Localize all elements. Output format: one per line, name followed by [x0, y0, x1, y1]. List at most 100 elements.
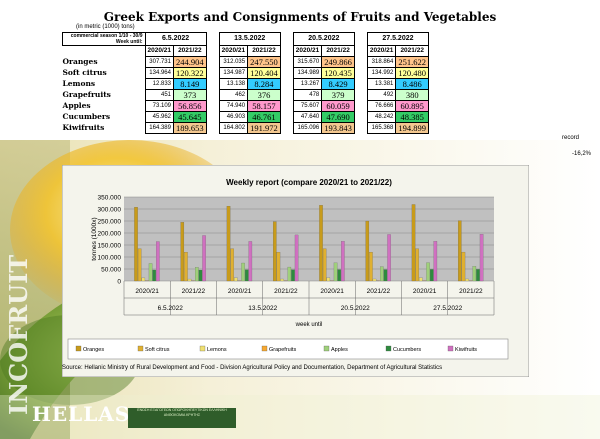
- bar-oranges: [180, 222, 185, 282]
- bar-kiwifruits: [294, 234, 299, 282]
- cell-2020-21: 13.138: [218, 78, 249, 90]
- row-label: Kiwifruits: [62, 123, 105, 132]
- bar-kiwifruits: [202, 235, 206, 282]
- bar-apples: [148, 263, 153, 282]
- bar-soft-citrus: [276, 252, 281, 282]
- week-header: 27.5.2022: [366, 32, 430, 46]
- cell-2021-22: 380: [395, 89, 429, 101]
- cell-2020-21: 46.903: [218, 111, 249, 123]
- cell-2020-21: 74.940: [218, 100, 249, 112]
- cell-2020-21: 134.987: [218, 67, 249, 79]
- bar-apples: [472, 266, 477, 282]
- cell-2021-22: 60.059: [321, 100, 355, 112]
- table-row: Apples 73.109 56.856 74.940 58.157 75.607 60.0…: [62, 100, 429, 112]
- x-tick-label: 2020/21: [228, 288, 252, 295]
- season-header: commercial season 1/10 - 30/9 Week until…: [62, 32, 146, 46]
- cell-2020-21: 134.992: [366, 67, 397, 79]
- bar-cucumbers: [198, 269, 203, 282]
- year-header: 2020/21: [366, 45, 397, 57]
- y-tick-label: 100.000: [98, 255, 122, 262]
- bar-oranges: [134, 207, 138, 282]
- bar-cucumbers: [244, 269, 249, 282]
- year-header: 2020/21: [144, 45, 174, 57]
- cell-2020-21: 307.731: [144, 56, 174, 68]
- legend-label: Apples: [331, 347, 348, 353]
- cell-2021-22: 379: [321, 89, 355, 101]
- row-label: Apples: [62, 101, 91, 110]
- bar-soft-citrus: [184, 252, 188, 282]
- cell-2021-22: 251.622: [395, 56, 429, 68]
- cell-2021-22: 48.385: [395, 111, 429, 123]
- legend-label: Oranges: [83, 347, 104, 353]
- season-label: commercial season 1/10 - 30/9: [70, 33, 143, 39]
- chart-svg: Weekly report (compare 2020/21 to 2021/2…: [61, 164, 530, 378]
- cell-2021-22: 189.653: [173, 122, 207, 134]
- bar-lemons: [280, 278, 284, 282]
- cell-2021-22: 60.895: [395, 100, 429, 112]
- cell-2021-22: 249.866: [321, 56, 355, 68]
- bar-soft-citrus: [461, 251, 466, 282]
- x-axis-label: week until: [295, 322, 323, 328]
- table-row: Grapefruits 451 373 462 376 478 379 492 380: [62, 89, 429, 101]
- bar-cucumbers: [291, 269, 295, 282]
- year-header: 2020/21: [218, 45, 249, 57]
- record-note: record: [562, 135, 580, 141]
- bar-lemons: [234, 277, 238, 282]
- cell-2020-21: 312.035: [218, 56, 249, 68]
- bar-soft-citrus: [322, 248, 327, 282]
- unit-note: (in metric (1000) tons): [76, 24, 135, 30]
- bar-cucumbers: [476, 269, 480, 282]
- bar-lemons: [465, 278, 469, 282]
- bar-lemons: [372, 278, 377, 282]
- bar-apples: [380, 266, 384, 282]
- legend-label: Cucumbers: [393, 347, 421, 353]
- bar-apples: [426, 262, 430, 282]
- x-group-label: 6.5.2022: [158, 305, 184, 312]
- bar-apples: [333, 262, 338, 282]
- cell-2021-22: 8.429: [321, 78, 355, 90]
- cell-2020-21: 73.109: [144, 100, 174, 112]
- bar-oranges: [273, 221, 277, 282]
- brand-vertical-text: INCOFRUIT: [4, 255, 33, 415]
- y-axis-label: tonnes (1000x): [91, 217, 98, 260]
- cell-2020-21: 48.242: [366, 111, 397, 123]
- cell-2021-22: 120.322: [173, 67, 207, 79]
- bar-apples: [195, 267, 199, 282]
- weekly-report-chart: Weekly report (compare 2020/21 to 2021/2…: [61, 164, 530, 378]
- x-tick-label: 2021/22: [274, 288, 298, 295]
- hellas-logo: HELLAS: [32, 402, 131, 426]
- y-tick-label: 0: [117, 279, 121, 286]
- bar-oranges: [226, 206, 231, 282]
- week-header: 13.5.2022: [218, 32, 281, 46]
- week-until-label: Week until:: [115, 39, 143, 45]
- cell-2021-22: 193.843: [321, 122, 355, 134]
- legend-label: Soft citrus: [145, 347, 170, 353]
- x-group-label: 27.5.2022: [433, 305, 462, 312]
- x-tick-label: 2020/21: [413, 288, 437, 295]
- cell-2020-21: 12.833: [144, 78, 174, 90]
- cell-2021-22: 8.149: [173, 78, 207, 90]
- cell-2021-22: 247.550: [247, 56, 281, 68]
- cell-2020-21: 451: [144, 89, 174, 101]
- bar-lemons: [419, 277, 423, 282]
- legend-label: Grapefruits: [269, 347, 296, 353]
- legend-label: Lemons: [207, 347, 227, 353]
- row-label: Oranges: [62, 57, 98, 66]
- bar-kiwifruits: [433, 241, 438, 282]
- y-tick-label: 50.000: [101, 267, 121, 274]
- bar-kiwifruits: [387, 234, 391, 282]
- cell-2020-21: 165.368: [366, 122, 397, 134]
- cell-2020-21: 164.389: [144, 122, 174, 134]
- cell-2021-22: 58.157: [247, 100, 281, 112]
- cell-2021-22: 373: [173, 89, 207, 101]
- cell-2020-21: 462: [218, 89, 249, 101]
- cell-2021-22: 194.899: [395, 122, 429, 134]
- y-tick-label: 200.000: [98, 231, 122, 238]
- y-tick-label: 250.000: [98, 219, 122, 226]
- cell-2020-21: 13.381: [366, 78, 397, 90]
- chart-title: Weekly report (compare 2020/21 to 2021/2…: [226, 178, 392, 187]
- row-label: Grapefruits: [62, 90, 111, 99]
- cell-2021-22: 45.645: [173, 111, 207, 123]
- cell-2021-22: 191.972: [247, 122, 281, 134]
- cell-2020-21: 318.864: [366, 56, 397, 68]
